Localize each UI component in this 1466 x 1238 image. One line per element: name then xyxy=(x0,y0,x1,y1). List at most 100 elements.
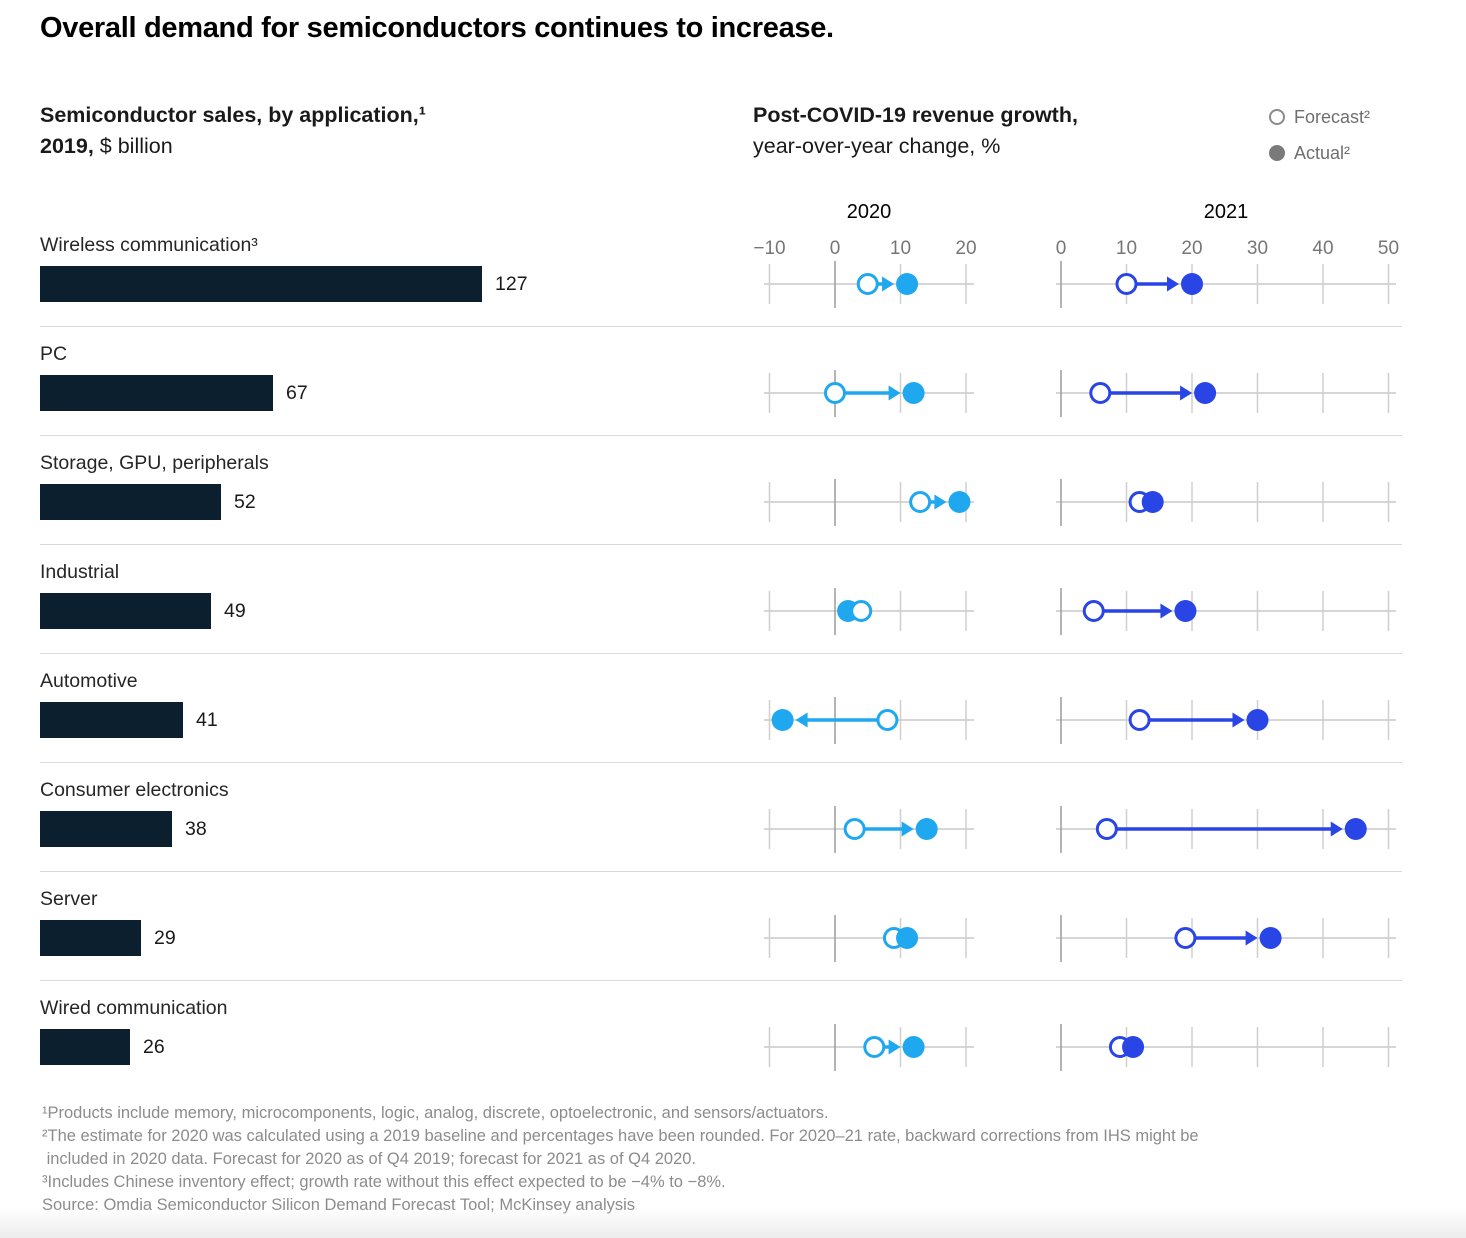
change-arrow-head xyxy=(795,712,808,728)
axis-year-label-2020: 2020 xyxy=(846,201,892,223)
row-separator xyxy=(40,326,1402,327)
category-label: Consumer electronics xyxy=(40,779,229,801)
forecast-dot-2020 xyxy=(843,818,866,840)
change-arrow-head xyxy=(882,276,895,292)
actual-dot-2020 xyxy=(948,491,971,513)
category-label: Wired communication xyxy=(40,997,228,1019)
forecast-dot-2020 xyxy=(850,600,873,622)
actual-dot-2020 xyxy=(896,273,919,295)
row-separator xyxy=(40,435,1402,436)
forecast-dot-2021 xyxy=(1128,709,1151,731)
change-arrow-head xyxy=(1232,712,1245,728)
tick-label-2020: 20 xyxy=(955,238,977,259)
row-separator xyxy=(40,544,1402,545)
sales-bar xyxy=(40,920,141,956)
actual-dot-2020 xyxy=(902,1036,925,1058)
actual-dot-2021 xyxy=(1194,382,1217,404)
forecast-dot-2021 xyxy=(1115,273,1138,295)
tick-label-2021: 50 xyxy=(1377,238,1400,259)
category-label: PC xyxy=(40,343,68,365)
bar-value-label: 52 xyxy=(234,491,256,513)
tick-label-2020: 10 xyxy=(889,238,912,259)
tick-label-2021: 0 xyxy=(1055,238,1067,259)
change-arrow-head xyxy=(1167,276,1179,292)
bar-value-label: 49 xyxy=(224,600,246,622)
forecast-dot-2020 xyxy=(876,709,899,731)
forecast-dot-2021 xyxy=(1089,382,1112,404)
actual-dot-2021 xyxy=(1246,709,1269,731)
actual-dot-2020 xyxy=(771,709,794,731)
sales-bar xyxy=(40,1029,130,1065)
forecast-dot-2020 xyxy=(856,273,879,295)
actual-dot-2021 xyxy=(1344,818,1367,840)
sales-bar xyxy=(40,702,183,738)
change-arrow-head xyxy=(901,821,914,837)
actual-dot-2021 xyxy=(1174,600,1197,622)
legend-actual-label: Actual² xyxy=(1294,142,1351,163)
actual-dot-2021 xyxy=(1181,273,1203,295)
forecast-dot-2021 xyxy=(1095,818,1118,840)
actual-filled-circle-icon xyxy=(1269,145,1285,161)
change-arrow-head xyxy=(1245,930,1258,946)
change-arrow-head xyxy=(934,494,947,510)
row-separator xyxy=(40,762,1402,763)
forecast-dot-2021 xyxy=(1082,600,1105,622)
legend: Forecast² Actual² xyxy=(1268,104,1370,176)
footnote-line: included in 2020 data. Forecast for 2020… xyxy=(42,1150,697,1168)
tick-label-2021: 30 xyxy=(1246,238,1269,259)
sales-bar xyxy=(40,266,482,302)
change-arrow-head xyxy=(888,385,901,401)
dumbbell-chart-header-line1: Post-COVID-19 revenue growth, xyxy=(753,103,1078,127)
row-separator xyxy=(40,653,1402,654)
bar-value-label: 127 xyxy=(495,273,528,295)
actual-dot-2021 xyxy=(1122,1036,1145,1058)
sales-bar xyxy=(40,375,273,411)
page-title: Overall demand for semiconductors contin… xyxy=(40,12,834,44)
footnote-line: ²The estimate for 2020 was calculated us… xyxy=(42,1127,1199,1145)
bar-value-label: 41 xyxy=(196,709,218,731)
forecast-dot-2020 xyxy=(909,491,932,513)
change-arrow-head xyxy=(888,1039,901,1055)
forecast-dot-2020 xyxy=(863,1036,886,1058)
dumbbell-chart-header-line2: year-over-year change, % xyxy=(753,134,1001,158)
row-separator xyxy=(40,871,1402,872)
sales-bar xyxy=(40,811,172,847)
category-label: Automotive xyxy=(40,670,138,692)
tick-label-2020: 0 xyxy=(829,238,841,259)
bar-value-label: 29 xyxy=(154,927,176,949)
tick-label-2021: 40 xyxy=(1312,238,1334,259)
bar-chart-header-line2: 2019, $ billion xyxy=(40,131,426,162)
category-label: Server xyxy=(40,888,98,910)
bar-value-label: 67 xyxy=(286,382,308,404)
bar-value-label: 38 xyxy=(185,818,207,840)
actual-dot-2020 xyxy=(896,927,919,949)
bar-value-label: 26 xyxy=(143,1036,165,1058)
actual-dot-2021 xyxy=(1141,491,1164,513)
category-label: Industrial xyxy=(40,561,120,583)
footnote-line: ³Includes Chinese inventory effect; grow… xyxy=(42,1173,726,1191)
actual-dot-2021 xyxy=(1259,927,1282,949)
category-label: Storage, GPU, peripherals xyxy=(40,452,269,474)
row-separator xyxy=(40,980,1402,981)
footnote-line: ¹Products include memory, microcomponent… xyxy=(42,1104,829,1122)
dumbbell-plot xyxy=(764,261,1396,1071)
bar-chart-header-unit: $ billion xyxy=(93,134,173,158)
tick-label-2021: 20 xyxy=(1181,238,1203,259)
category-label: Wireless communication³ xyxy=(40,234,258,256)
actual-dot-2020 xyxy=(902,382,925,404)
bar-chart-header-line1: Semiconductor sales, by application,¹ xyxy=(40,103,426,127)
forecast-dot-2021 xyxy=(1174,927,1197,949)
bar-chart-header: Semiconductor sales, by application,¹ 20… xyxy=(40,100,426,162)
sales-bar xyxy=(40,593,211,629)
forecast-dot-2020 xyxy=(824,382,846,404)
legend-item-forecast: Forecast² xyxy=(1268,104,1370,130)
change-arrow-head xyxy=(1330,821,1343,837)
forecast-open-circle-icon xyxy=(1269,109,1285,125)
bar-chart-header-year: 2019, xyxy=(40,134,94,158)
sales-bar xyxy=(40,484,221,520)
change-arrow-head xyxy=(1180,385,1193,401)
legend-forecast-label: Forecast² xyxy=(1294,106,1371,127)
bottom-fade xyxy=(0,1208,1466,1238)
actual-dot-2020 xyxy=(915,818,938,840)
